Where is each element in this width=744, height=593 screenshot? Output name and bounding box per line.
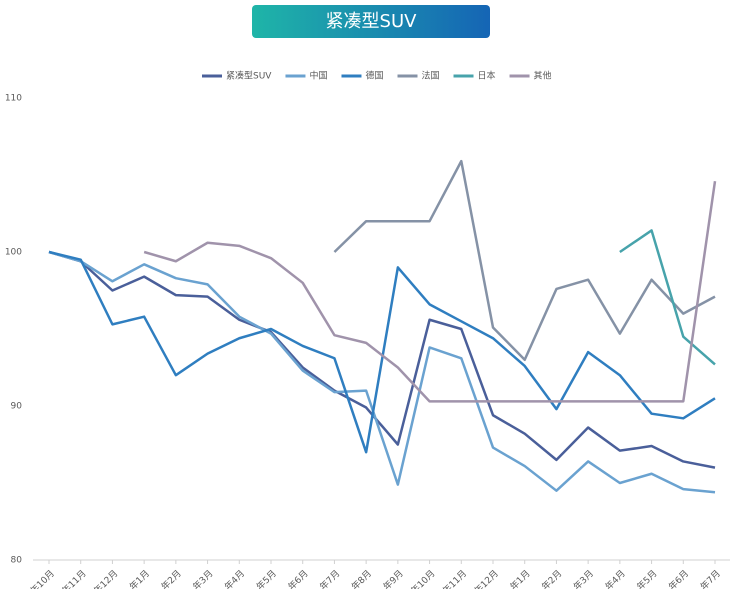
- series-line: [48, 250, 716, 494]
- x-tick-label: 年3月: [190, 567, 215, 589]
- x-tick-label: 年12月: [472, 567, 501, 589]
- x-tick-label: 年1月: [127, 567, 152, 589]
- legend-label: 日本: [478, 70, 496, 82]
- x-tick-label: 年2月: [158, 567, 183, 589]
- x-tick-label: 年5月: [634, 567, 659, 589]
- y-tick-label: 80: [11, 556, 23, 566]
- x-tick-label: 年6月: [285, 567, 310, 589]
- x-tick-label: 年8月: [349, 567, 374, 589]
- x-tick-label: 年1月: [507, 567, 532, 589]
- x-tick-label: 年11月: [59, 567, 88, 589]
- series-line: [333, 159, 716, 362]
- x-tick-label: 年6月: [666, 567, 691, 589]
- y-tick-label: 110: [5, 94, 22, 104]
- legend-label: 其他: [534, 70, 552, 82]
- x-tick-label: 年4月: [222, 567, 247, 589]
- series-line: [48, 250, 716, 454]
- legend-label: 法国: [422, 70, 440, 82]
- x-tick-label: 年10月: [28, 567, 57, 589]
- series-line: [619, 229, 716, 366]
- series-line: [143, 180, 717, 403]
- x-tick-label: 年3月: [571, 567, 596, 589]
- x-tick-label: 年9月: [380, 567, 405, 589]
- legend-label: 德国: [365, 70, 383, 82]
- x-tick-label: 年11月: [440, 567, 469, 589]
- x-tick-label: 年10月: [408, 567, 437, 589]
- legend-label: 紧凑型SUV: [226, 70, 272, 82]
- legend-label: 中国: [309, 70, 327, 82]
- x-tick-label: 年2月: [539, 567, 564, 589]
- x-tick-label: 年7月: [698, 567, 723, 589]
- chart-title: 紧凑型SUV: [326, 11, 418, 32]
- x-tick-label: 年12月: [91, 567, 120, 589]
- x-tick-label: 年4月: [602, 567, 627, 589]
- x-tick-label: 年5月: [254, 567, 279, 589]
- y-tick-label: 100: [5, 248, 22, 258]
- series-line: [48, 250, 716, 469]
- title-banner: [252, 5, 490, 38]
- x-tick-label: 年7月: [317, 567, 342, 589]
- y-tick-label: 90: [11, 402, 23, 412]
